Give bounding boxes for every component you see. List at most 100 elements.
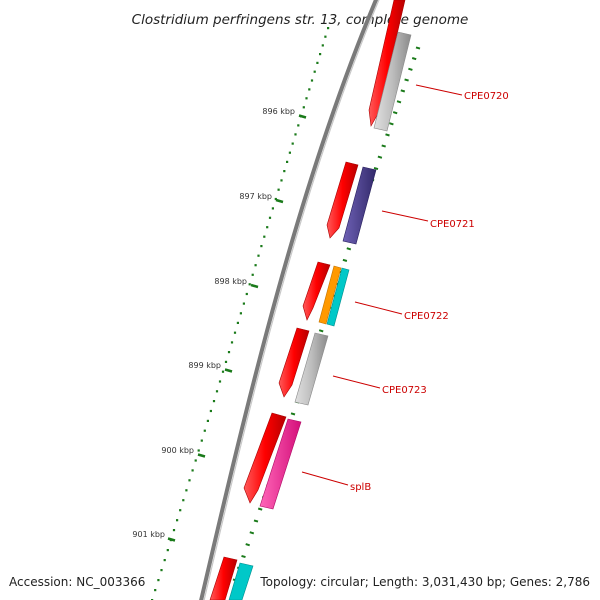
label-connector (332, 375, 381, 389)
scale-dot (268, 216, 272, 219)
outer-tick (346, 247, 352, 251)
gene-cpe0720[interactable]: CPE0720 (368, 0, 509, 132)
gene-label[interactable]: CPE0721 (430, 219, 475, 230)
tick-label: 897 kbp (239, 192, 272, 201)
outer-tick (253, 519, 259, 523)
scale-dot (157, 579, 160, 582)
scale-dot (286, 160, 289, 163)
cog-block[interactable] (342, 166, 377, 245)
outer-tick (377, 155, 383, 159)
scale-dot (221, 370, 225, 373)
cds-arrow[interactable] (278, 327, 310, 398)
scale-dot (212, 400, 216, 403)
scale-dot (291, 142, 294, 145)
scale-dot (294, 133, 297, 136)
scale-dot (251, 273, 254, 276)
outer-tick (342, 258, 348, 262)
scale-dot (308, 88, 311, 91)
outer-tick (385, 133, 390, 137)
scale-dot (185, 489, 188, 492)
cds-arrow[interactable] (302, 261, 331, 321)
scale-dot (316, 61, 319, 64)
scale-dot (319, 53, 322, 56)
scale-dot (266, 226, 269, 229)
map-title: Clostridium perfringens str. 13, complet… (132, 12, 469, 28)
scale-dot (310, 79, 314, 82)
scale-dot (254, 264, 257, 267)
tick-mark (275, 198, 284, 204)
scale-dot (277, 188, 280, 191)
scale-dot (166, 549, 169, 552)
scale-dot (305, 97, 308, 100)
scale-dot (160, 569, 163, 572)
gene-cpe0723[interactable]: CPE0723 (278, 327, 427, 406)
scale-dot (230, 341, 234, 344)
outer-tick (392, 111, 398, 115)
scale-dot (227, 351, 231, 354)
genome-backbone-highlight (203, 0, 380, 600)
scale-dot (154, 589, 157, 592)
tick-label: 896 kbp (262, 107, 295, 116)
scale-dot (271, 207, 274, 210)
tick-label: 899 kbp (188, 361, 221, 370)
scale-dot (248, 283, 251, 286)
outer-tick (318, 329, 324, 333)
scale-dot (215, 390, 219, 393)
cds-arrow[interactable] (326, 161, 359, 239)
scale-dot (233, 331, 237, 334)
tick-mark (197, 453, 206, 458)
cog-block-cyan[interactable] (326, 267, 350, 327)
gene-partial-bottom[interactable] (209, 556, 254, 600)
gene-cpe0722[interactable]: CPE0722 (302, 261, 449, 327)
cds-arrow[interactable] (243, 412, 287, 504)
scale-dot (163, 559, 166, 562)
scale-dot (302, 106, 305, 109)
cds-arrow[interactable] (368, 0, 406, 127)
cog-block[interactable] (294, 332, 329, 406)
scale-dot (288, 151, 291, 154)
scale-dot (197, 449, 200, 452)
cog-block[interactable] (259, 418, 302, 510)
outer-tick (257, 507, 263, 511)
gene-label[interactable]: CPE0720 (464, 91, 509, 102)
outer-tick (249, 531, 255, 535)
cog-block-orange[interactable] (318, 265, 342, 325)
gene-label[interactable]: CPE0723 (382, 385, 427, 396)
scale-dot (283, 170, 286, 173)
scale-dot (245, 292, 248, 296)
scale-dot (224, 360, 228, 363)
scale-dot (236, 321, 239, 324)
label-connector (381, 210, 429, 222)
outer-tick (404, 78, 409, 82)
gene-label[interactable]: splB (350, 482, 371, 493)
label-connector (415, 84, 463, 96)
scale-dot (188, 479, 191, 482)
scale-dot (280, 179, 283, 182)
tick-mark (167, 537, 176, 542)
cds-arrow[interactable] (209, 556, 238, 600)
scale-track (151, 27, 330, 600)
tick-label: 898 kbp (214, 277, 247, 286)
outer-tick (245, 543, 250, 547)
cog-block-cyan[interactable] (228, 562, 254, 600)
outer-tick (411, 57, 417, 61)
scale-dot (203, 429, 206, 432)
cog-block[interactable] (373, 31, 412, 132)
scale-dot (321, 44, 324, 47)
gene-splb[interactable]: splB (243, 412, 371, 510)
scale-dot (297, 124, 300, 127)
tick-mark (298, 114, 307, 119)
gene-label[interactable]: CPE0722 (404, 311, 449, 322)
tick-label: 900 kbp (161, 446, 194, 455)
outer-tick (373, 166, 379, 171)
scale-dot (218, 380, 222, 383)
scale-dot (209, 409, 212, 413)
scale-dot (206, 419, 209, 422)
genome-summary-text: Topology: circular; Length: 3,031,430 bp… (259, 575, 590, 589)
scale-dot (176, 519, 179, 522)
scale-dot (191, 469, 194, 472)
outer-tick (396, 100, 402, 104)
gene-cpe0721[interactable]: CPE0721 (326, 161, 475, 245)
scale-dot (242, 302, 245, 305)
